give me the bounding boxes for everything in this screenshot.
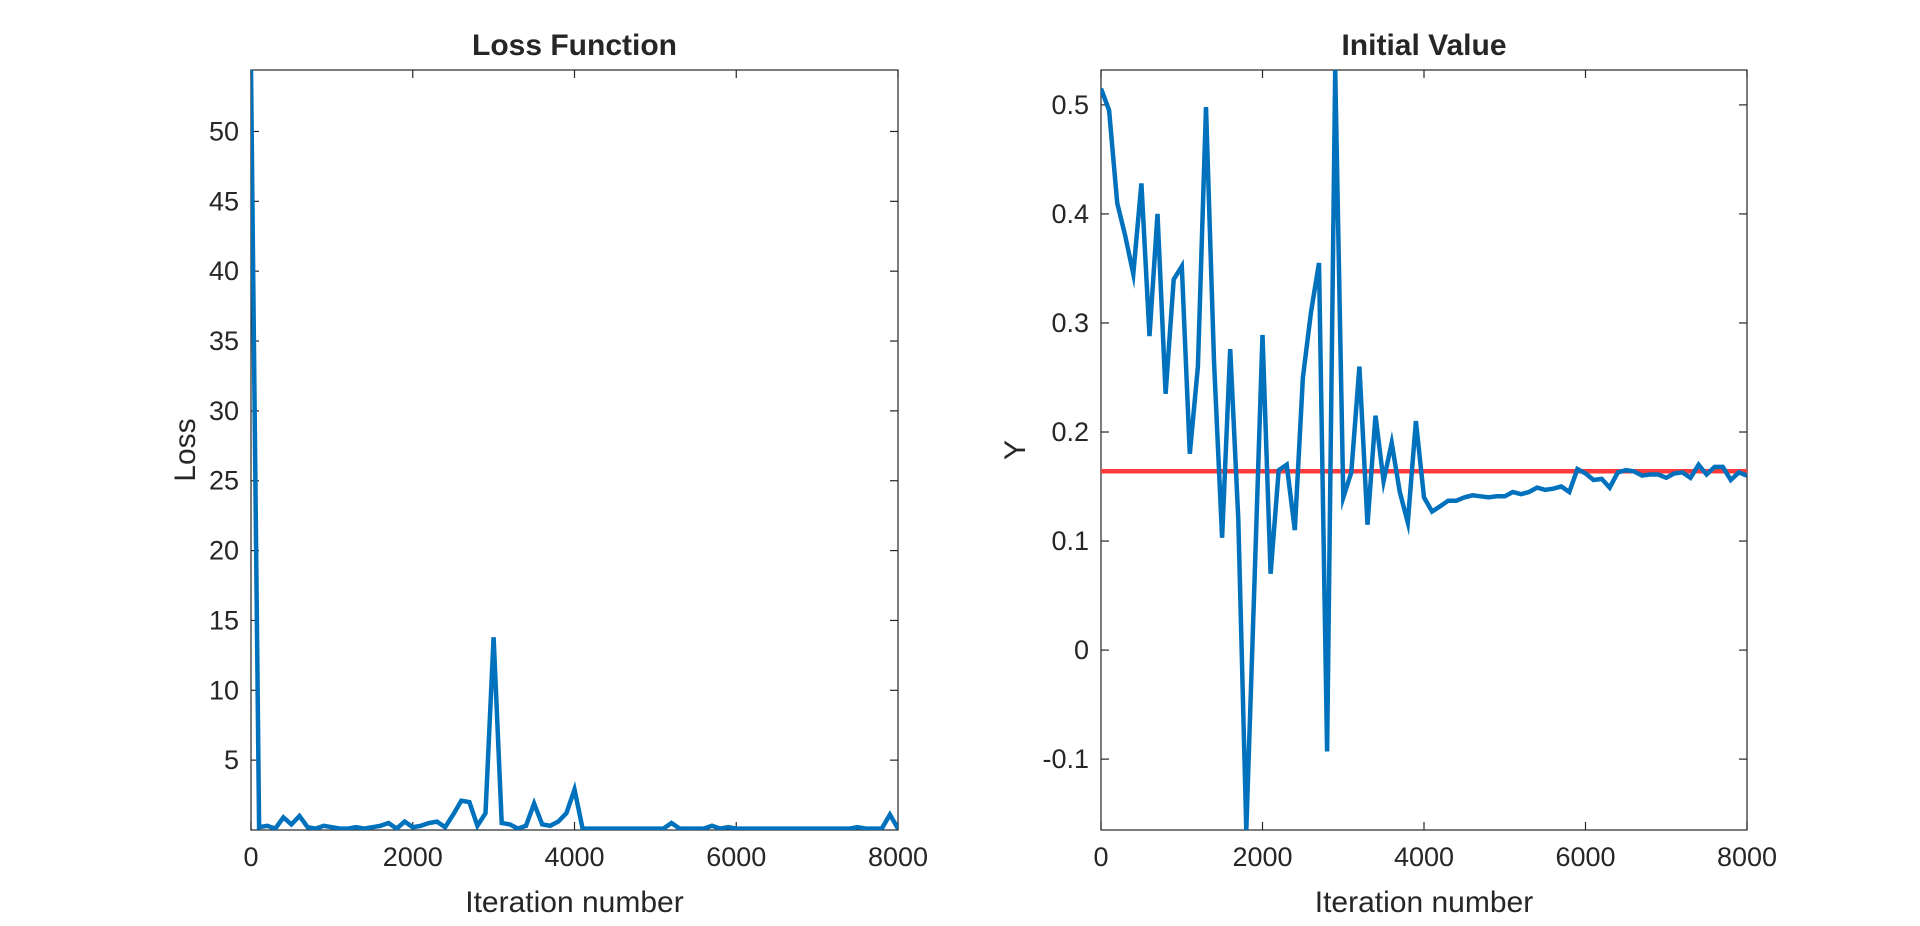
initial-value-chart-ylabel: Y <box>999 440 1032 460</box>
loss-chart: Loss Function Iteration number Loss 0 200… <box>169 29 928 919</box>
initial-value-chart-title: Initial Value <box>1341 29 1506 62</box>
initial-value-chart: Initial Value Iteration number Y 0 2000 40… <box>999 29 1777 919</box>
initial-value-chart-ytick-label: 0.4 <box>1051 199 1089 229</box>
loss-chart-ytick-label: 40 <box>209 256 239 286</box>
initial-value-chart-ytick-label: 0.3 <box>1051 308 1089 338</box>
loss-chart-xtick-label: 4000 <box>544 842 604 872</box>
initial-value-chart-xtick-label: 4000 <box>1394 842 1454 872</box>
loss-chart-xtick-label: 6000 <box>706 842 766 872</box>
loss-chart-ytick-label: 50 <box>209 116 239 146</box>
initial-value-chart-ytick-label: 0.1 <box>1051 526 1089 556</box>
loss-chart-series-line <box>251 70 898 830</box>
initial-value-chart-xtick-label: 2000 <box>1232 842 1292 872</box>
loss-chart-xlabel: Iteration number <box>465 886 683 919</box>
loss-chart-ytick-label: 25 <box>209 466 239 496</box>
loss-chart-ylabel: Loss <box>169 418 202 481</box>
initial-value-chart-series-line <box>1101 70 1747 830</box>
loss-chart-ytick-label: 15 <box>209 605 239 635</box>
loss-chart-ytick-label: 10 <box>209 675 239 705</box>
initial-value-chart-xlabel: Iteration number <box>1315 886 1533 919</box>
initial-value-chart-xtick-label: 8000 <box>1717 842 1777 872</box>
loss-chart-title: Loss Function <box>472 29 677 62</box>
loss-chart-xtick-label: 2000 <box>383 842 443 872</box>
loss-chart-ytick-label: 30 <box>209 396 239 426</box>
loss-chart-ytick-label: 35 <box>209 326 239 356</box>
initial-value-chart-xtick-label: 0 <box>1093 842 1108 872</box>
loss-chart-xtick-label: 0 <box>243 842 258 872</box>
initial-value-chart-plot: 0 2000 4000 6000 8000 -0.1 0 0.1 0.2 0.3 0.4 0.5 <box>1042 69 1777 872</box>
loss-chart-ytick-label: 45 <box>209 186 239 216</box>
loss-chart-plot: 0 2000 4000 6000 8000 5 10 15 20 25 30 35 40 45 50 <box>209 69 928 872</box>
loss-chart-ytick-label: 5 <box>224 745 239 775</box>
initial-value-chart-ytick-label: -0.1 <box>1042 744 1089 774</box>
initial-value-chart-ytick-label: 0 <box>1074 635 1089 665</box>
initial-value-chart-ytick-label: 0.2 <box>1051 417 1089 447</box>
initial-value-chart-ytick-label: 0.5 <box>1051 90 1089 120</box>
loss-chart-ytick-label: 20 <box>209 536 239 566</box>
loss-chart-xtick-label: 8000 <box>868 842 928 872</box>
initial-value-chart-xtick-label: 6000 <box>1555 842 1615 872</box>
